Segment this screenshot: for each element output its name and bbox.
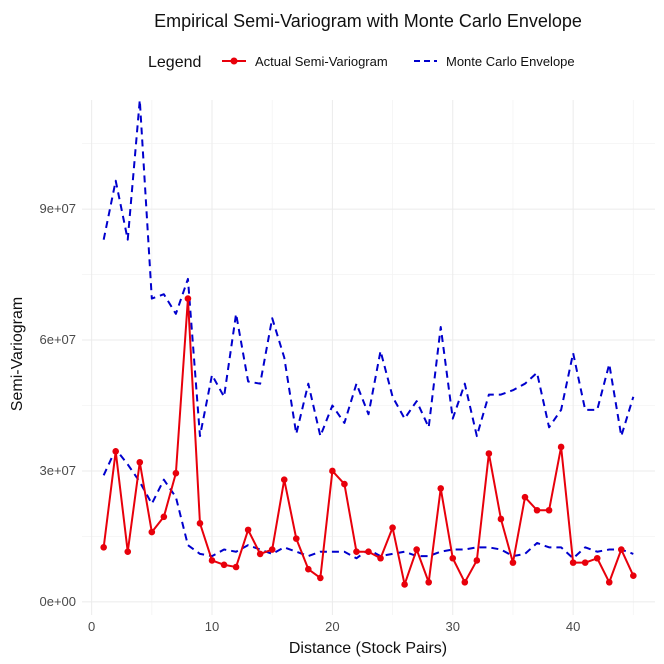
actual-semivariogram-point: [160, 513, 168, 521]
legend-item-envelope: Monte Carlo Envelope: [414, 54, 575, 69]
x-tick-label: 30: [446, 619, 460, 634]
actual-semivariogram-point: [401, 581, 408, 588]
actual-semivariogram-point: [341, 480, 348, 488]
actual-semivariogram-point: [533, 506, 541, 514]
actual-semivariogram-point: [485, 450, 493, 457]
actual-semivariogram-point: [305, 565, 312, 573]
legend-key-actual-marker: [230, 57, 238, 65]
y-axis-title: Semi-Variogram: [9, 297, 26, 411]
actual-semivariogram-point: [124, 548, 132, 556]
actual-semivariogram-point: [100, 544, 107, 551]
envelope-lower-line: [102, 448, 634, 560]
actual-semivariogram-point: [112, 448, 120, 455]
actual-semivariogram-point: [557, 443, 565, 451]
actual-semivariogram-point: [521, 493, 529, 501]
actual-semivariogram-point: [425, 578, 432, 586]
x-tick-label: 0: [88, 619, 95, 634]
actual-semivariogram-point: [461, 578, 469, 586]
actual-semivariogram-point: [172, 469, 180, 477]
actual-semivariogram-point: [630, 572, 637, 580]
series-layer: [100, 99, 637, 588]
actual-semivariogram-point: [292, 535, 300, 542]
x-tick-label: 40: [566, 619, 580, 634]
y-tick-label: 3e+07: [39, 463, 76, 478]
actual-semivariogram-point: [208, 557, 216, 564]
actual-semivariogram-point: [593, 554, 601, 562]
actual-semivariogram-line: [102, 297, 635, 586]
envelope-upper-line: [102, 99, 635, 438]
actual-semivariogram-point: [497, 515, 505, 523]
actual-semivariogram-point: [389, 524, 396, 532]
legend-item-actual: Actual Semi-Variogram: [222, 54, 388, 69]
actual-semivariogram-point: [413, 546, 420, 553]
actual-semivariogram-point: [449, 554, 457, 562]
actual-semivariogram-point: [569, 559, 577, 566]
x-axis-title: Distance (Stock Pairs): [289, 640, 447, 657]
actual-semivariogram-point: [353, 548, 360, 556]
legend: Legend Actual Semi-Variogram Monte Carlo…: [148, 54, 575, 71]
actual-semivariogram-point: [256, 550, 264, 558]
x-tick-label: 20: [325, 619, 339, 634]
y-tick-label: 0e+00: [39, 594, 76, 609]
actual-semivariogram-point: [605, 578, 613, 586]
actual-semivariogram-point: [509, 559, 517, 566]
actual-semivariogram-point: [148, 528, 156, 536]
actual-semivariogram-point: [581, 559, 589, 566]
actual-semivariogram-point: [617, 546, 625, 553]
actual-semivariogram-point: [377, 554, 384, 562]
chart-title: Empirical Semi-Variogram with Monte Carl…: [154, 11, 582, 31]
actual-semivariogram-point: [437, 485, 445, 492]
actual-semivariogram-point: [196, 520, 204, 527]
actual-semivariogram-point: [280, 476, 288, 484]
legend-label-actual: Actual Semi-Variogram: [255, 54, 388, 69]
tick-labels: 0 10 20 30 40 0e+00 3e+07 6e+07 9e+07: [39, 201, 580, 634]
actual-semivariogram-point: [329, 467, 336, 475]
grid: [82, 100, 655, 615]
y-tick-label: 6e+07: [39, 332, 76, 347]
legend-title: Legend: [148, 54, 201, 71]
actual-semivariogram-point: [184, 295, 192, 302]
actual-semivariogram-point: [545, 506, 553, 514]
x-tick-label: 10: [205, 619, 219, 634]
actual-semivariogram-point: [317, 574, 324, 582]
actual-semivariogram-point: [232, 563, 240, 571]
actual-semivariogram-point: [473, 557, 481, 564]
y-tick-label: 9e+07: [39, 201, 76, 216]
actual-semivariogram-point: [136, 458, 144, 466]
actual-semivariogram-point: [268, 546, 276, 553]
legend-label-envelope: Monte Carlo Envelope: [446, 54, 575, 69]
actual-semivariogram-point: [220, 561, 228, 569]
actual-semivariogram-point: [244, 526, 252, 534]
actual-semivariogram-point: [365, 548, 372, 556]
